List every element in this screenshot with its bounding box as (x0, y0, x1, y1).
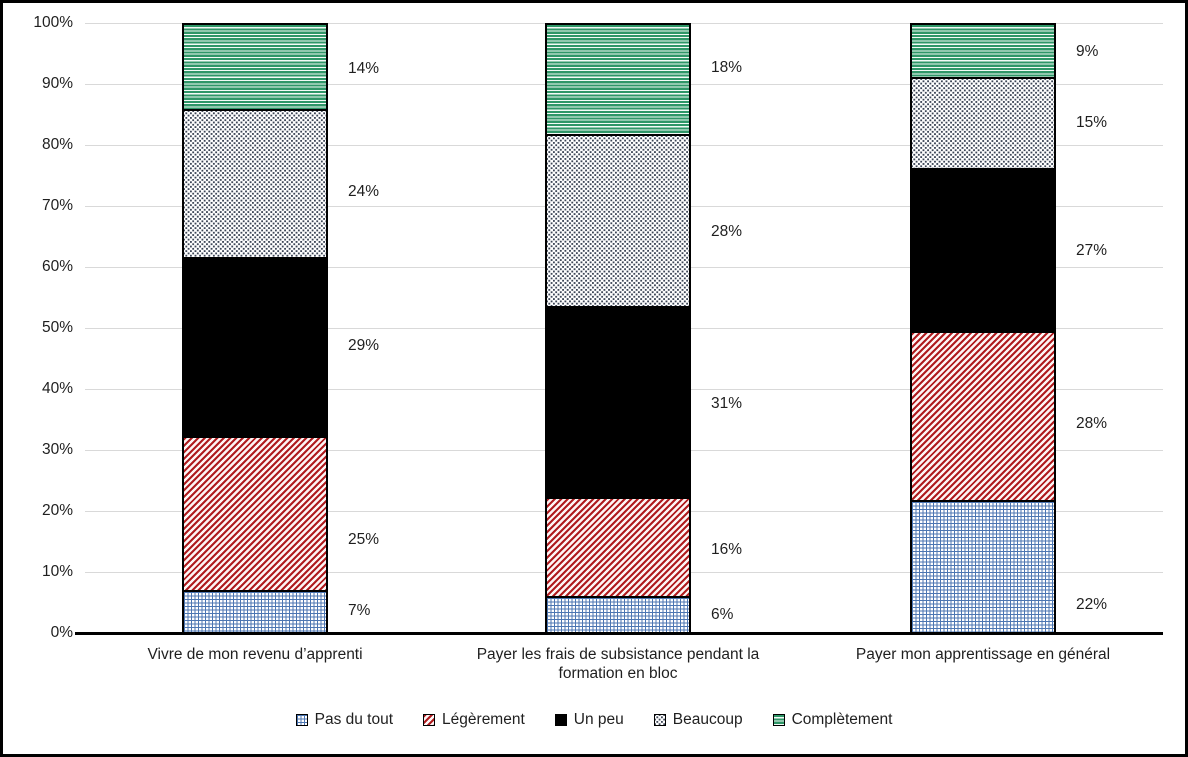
value-label: 28% (1076, 414, 1108, 432)
legend-swatch-green-hstripes-icon (772, 714, 785, 726)
legend-swatch-solid-black-icon (554, 714, 567, 726)
value-label: 22% (1076, 595, 1108, 613)
stacked-bar (910, 23, 1056, 633)
y-axis-tick-label: 30% (41, 441, 73, 458)
legend-item: Pas du tout (295, 711, 394, 729)
legend-item-label: Un peu (573, 711, 624, 728)
bar-segment-dark-dots (182, 109, 328, 258)
y-axis-tick-label: 20% (41, 502, 73, 519)
y-axis-tick-label: 50% (41, 319, 73, 336)
legend-item: Légèrement (423, 711, 525, 729)
y-axis-tick-label: 60% (41, 258, 73, 275)
bar-segment-solid-black (182, 257, 328, 436)
value-label: 27% (1076, 242, 1108, 260)
bar-segment-red-diagonal (910, 331, 1056, 501)
legend: Pas du tout Légèrement Un peu Beaucoup Compl… (3, 706, 1185, 734)
legend-item-label: Légèrement (442, 711, 525, 728)
x-axis-category-label: Payer les frais de subsistance pendant l… (476, 646, 760, 682)
value-label: 9% (1076, 43, 1099, 61)
legend-swatch-red-diagonal-icon (423, 714, 436, 726)
value-label: 24% (348, 183, 380, 201)
legend-item-label: Pas du tout (314, 711, 394, 728)
bar-segment-blue-grid (182, 589, 328, 633)
legend-item: Beaucoup (653, 711, 743, 729)
y-axis-tick-label: 80% (41, 136, 73, 153)
x-axis-category-label: Payer mon apprentissage en général (855, 646, 1111, 663)
legend-item: Complètement (772, 711, 893, 729)
y-axis-tick-label: 90% (41, 75, 73, 92)
legend-swatch-blue-grid-icon (295, 714, 308, 726)
value-label: 31% (711, 394, 743, 412)
legend-swatch-dark-dots-icon (653, 714, 666, 726)
y-axis-tick-label: 0% (50, 624, 73, 641)
value-label: 14% (348, 60, 380, 78)
value-label: 6% (711, 605, 734, 623)
bar-segment-blue-grid (910, 500, 1056, 633)
bar-segment-solid-black (910, 167, 1056, 332)
value-label: 18% (711, 59, 743, 77)
bar-segment-green-hstripes (545, 23, 691, 134)
bar-segment-red-diagonal (182, 435, 328, 590)
value-label: 16% (711, 540, 743, 558)
value-label: 7% (348, 602, 371, 620)
y-axis-tick-label: 100% (33, 14, 73, 31)
bar-segment-red-diagonal (545, 497, 691, 597)
stacked-bar (182, 23, 328, 633)
legend-item: Un peu (554, 711, 624, 729)
legend-item-label: Complètement (791, 711, 893, 728)
y-axis-tick-label: 70% (41, 197, 73, 214)
bar-segment-solid-black (545, 306, 691, 498)
x-axis-category-label: Vivre de mon revenu d’apprenti (147, 646, 363, 663)
y-axis-tick-label: 40% (41, 380, 73, 397)
bar-segment-green-hstripes (910, 23, 1056, 78)
value-label: 15% (1076, 113, 1108, 131)
y-axis-tick-label: 10% (41, 563, 73, 580)
value-label: 25% (348, 530, 380, 548)
x-axis-line (75, 632, 1163, 635)
plot-area: 7% 25% 29% 24% 14% 6% 16% 31% 28% 18% 22% 28% 27% 15%… (75, 23, 1163, 635)
bar-segment-blue-grid (545, 596, 691, 633)
legend-item-label: Beaucoup (672, 711, 743, 728)
bar-segment-green-hstripes (182, 23, 328, 110)
stacked-bar (545, 23, 691, 633)
bar-segment-dark-dots (545, 133, 691, 307)
value-label: 28% (711, 223, 743, 241)
value-label: 29% (348, 337, 380, 355)
bar-segment-dark-dots (910, 77, 1056, 168)
